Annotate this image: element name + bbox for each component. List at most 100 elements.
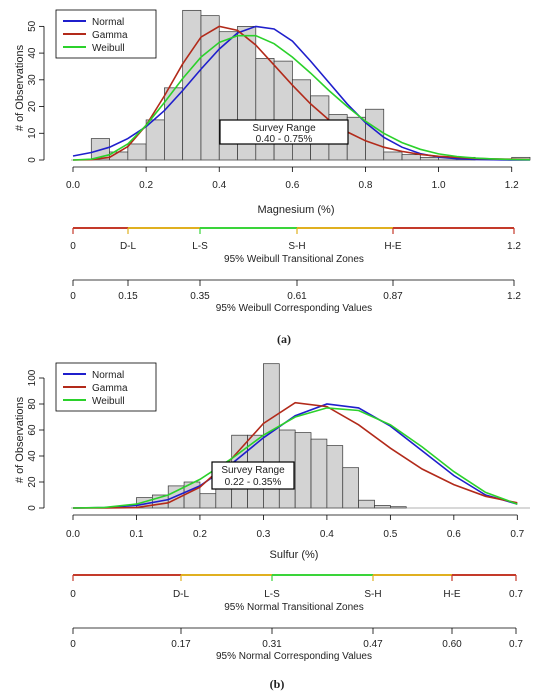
y-tick-label: 0	[27, 505, 38, 511]
zone-label-s-h: S-H	[364, 589, 381, 600]
histogram-bar	[145, 119, 165, 161]
panel-label-b: (b)	[270, 677, 285, 691]
value-label: 0	[70, 291, 76, 302]
y-tick-label: 30	[27, 74, 38, 86]
histogram-bar	[358, 499, 375, 509]
x-tick-label: 0.2	[139, 180, 153, 191]
x-tick-label: 0.4	[212, 180, 226, 191]
x-tick-label: 0.1	[130, 529, 144, 540]
value-label: 0.15	[118, 291, 138, 302]
legend-label-gamma: Gamma	[92, 383, 128, 394]
histogram-bar	[342, 467, 359, 509]
zone-label-l-s: L-S	[192, 241, 208, 252]
histogram-bar	[374, 505, 391, 509]
zone-label-s-h: S-H	[288, 241, 305, 252]
zone-label-h-e: H-E	[384, 241, 402, 252]
value-label: 0.60	[442, 639, 462, 650]
y-tick-label: 20	[27, 101, 38, 113]
axes-group: 0.0 0.1 0.2 0.3 0.4 0.5 0.6 0.7 0 20 40 60 80 100	[27, 369, 525, 540]
y-axis-label: # of Observations	[14, 396, 26, 483]
value-label: 0.17	[171, 639, 191, 650]
y-tick-label: 40	[27, 450, 38, 462]
annotation-title: Survey Range	[221, 465, 285, 476]
histogram-sulfur: 0.0 0.1 0.2 0.3 0.4 0.5 0.6 0.7 0 20 40 60 80 100 # o…	[14, 362, 530, 561]
fit-curve-weibull	[72, 34, 531, 161]
values-caption: 95% Weibull Corresponding Values	[216, 303, 372, 314]
x-tick-label: 0.3	[256, 529, 270, 540]
zone-label-h-e: H-E	[443, 589, 461, 600]
legend: Normal Gamma Weibull	[55, 362, 157, 412]
corresponding-values-bar: 0 0.15 0.35 0.61 0.87 1.2 95% Weibull Co…	[70, 279, 521, 314]
zone-label-d-l: D-L	[120, 241, 137, 252]
y-tick-label: 10	[27, 127, 38, 139]
survey-range-annotation: Survey Range 0.22 - 0.35%	[211, 461, 295, 490]
survey-range-annotation: Survey Range 0.40 - 0.75%	[219, 119, 349, 145]
transitional-zones-bar: 0 D-L L-S S-H H-E 0.7 95% Normal Transit…	[70, 574, 523, 613]
y-tick-label: 20	[27, 476, 38, 488]
legend-box	[55, 9, 157, 59]
zones-caption: 95% Normal Transitional Zones	[224, 602, 364, 613]
value-label: 0.47	[363, 639, 383, 650]
legend-label-gamma: Gamma	[92, 30, 128, 41]
zones-caption: 95% Weibull Transitional Zones	[224, 254, 364, 265]
fit-curve-gamma	[73, 401, 518, 509]
histogram-bar	[419, 156, 439, 161]
zone-segments	[72, 574, 517, 581]
corresponding-values-bar: 0 0.17 0.31 0.47 0.60 0.7 95% Normal Cor…	[70, 627, 523, 662]
histogram-bar	[182, 9, 202, 161]
histogram-bar	[383, 151, 403, 161]
zone-segments	[72, 227, 515, 234]
value-label: 0.7	[509, 639, 523, 650]
zone-label-l-s: L-S	[264, 589, 280, 600]
value-label: 1.2	[507, 291, 521, 302]
x-tick-label: 1.0	[432, 180, 446, 191]
panel-a: 0.0 0.2 0.4 0.6 0.8 1.0 1.2 0 10 20 30 40 50 # of Ob…	[14, 9, 531, 346]
value-label: 0.61	[287, 291, 307, 302]
annotation-range: 0.22 - 0.35%	[225, 477, 282, 488]
value-label: 0.87	[383, 291, 403, 302]
fit-curve-weibull	[72, 407, 518, 509]
histogram-bar	[199, 493, 217, 509]
zone-label-max: 0.7	[509, 589, 523, 600]
y-tick-label: 40	[27, 47, 38, 59]
y-tick-label: 100	[27, 369, 38, 386]
axes-group: 0.0 0.2 0.4 0.6 0.8 1.0 1.2 0 10 20 30 40 50	[27, 20, 519, 191]
x-tick-label: 0.7	[510, 529, 524, 540]
transitional-zones-bar: 0 D-L L-S S-H H-E 1.2 95% Weibull Transi…	[70, 227, 521, 265]
histogram-bar	[401, 154, 421, 161]
x-axis-label: Magnesium (%)	[257, 204, 334, 216]
panel-b: 0.0 0.1 0.2 0.3 0.4 0.5 0.6 0.7 0 20 40 60 80 100 # o…	[14, 362, 530, 691]
x-axis-label: Sulfur (%)	[270, 549, 319, 561]
y-tick-label: 0	[27, 157, 38, 163]
histogram-magnesium: 0.0 0.2 0.4 0.6 0.8 1.0 1.2 0 10 20 30 40 50 # of Ob…	[14, 9, 531, 216]
legend-label-normal: Normal	[92, 17, 124, 28]
legend-label-weibull: Weibull	[92, 43, 125, 54]
y-tick-label: 60	[27, 424, 38, 436]
histogram-bar	[326, 445, 344, 509]
zone-label-d-l: D-L	[173, 589, 190, 600]
zone-label-0: 0	[70, 241, 76, 252]
legend-label-normal: Normal	[92, 370, 124, 381]
x-tick-label: 0.0	[66, 529, 80, 540]
legend: Normal Gamma Weibull	[55, 9, 157, 59]
annotation-title: Survey Range	[252, 123, 316, 134]
zone-label-0: 0	[70, 589, 76, 600]
fit-curves-group	[72, 401, 518, 509]
value-label: 0.35	[190, 291, 210, 302]
fit-curves-group	[72, 25, 531, 161]
value-label: 0	[70, 639, 76, 650]
annotation-box	[219, 119, 349, 145]
y-tick-label: 50	[27, 20, 38, 32]
y-tick-label: 80	[27, 398, 38, 410]
values-caption: 95% Normal Corresponding Values	[216, 651, 372, 662]
zone-label-max: 1.2	[507, 241, 521, 252]
fit-curve-normal	[72, 25, 530, 161]
annotation-range: 0.40 - 0.75%	[256, 134, 313, 145]
histogram-bar	[200, 15, 220, 161]
value-label: 0.31	[262, 639, 282, 650]
legend-label-weibull: Weibull	[92, 396, 125, 407]
histogram-bar	[294, 432, 312, 509]
annotation-box	[211, 461, 295, 490]
x-tick-label: 0.2	[193, 529, 207, 540]
